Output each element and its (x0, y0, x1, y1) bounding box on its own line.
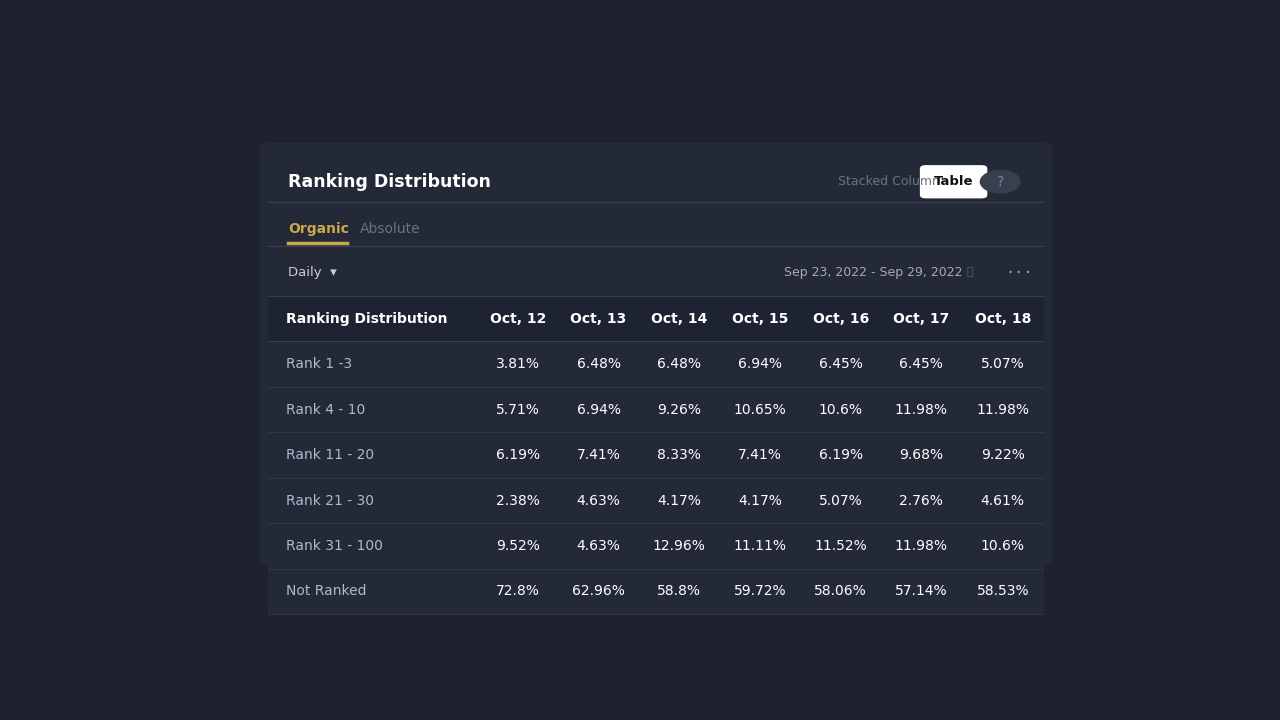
Text: 10.6%: 10.6% (980, 539, 1025, 553)
Text: 6.94%: 6.94% (576, 402, 621, 417)
Text: 9.26%: 9.26% (657, 402, 701, 417)
Text: Daily  ▾: Daily ▾ (288, 266, 337, 279)
Text: 62.96%: 62.96% (572, 585, 625, 598)
Text: 5.71%: 5.71% (495, 402, 540, 417)
Text: 6.48%: 6.48% (576, 357, 621, 371)
Text: 7.41%: 7.41% (577, 448, 621, 462)
Text: 12.96%: 12.96% (653, 539, 705, 553)
Text: 9.52%: 9.52% (495, 539, 540, 553)
Text: Table: Table (934, 175, 973, 188)
Text: 58.53%: 58.53% (977, 585, 1029, 598)
Text: 10.6%: 10.6% (819, 402, 863, 417)
Text: 57.14%: 57.14% (895, 585, 947, 598)
Text: Stacked Column: Stacked Column (837, 175, 940, 188)
Text: Ranking Distribution: Ranking Distribution (288, 173, 490, 191)
FancyBboxPatch shape (260, 143, 1052, 565)
Text: Absolute: Absolute (361, 222, 421, 236)
Text: Oct, 14: Oct, 14 (652, 312, 708, 325)
Text: Oct, 18: Oct, 18 (974, 312, 1030, 325)
Bar (268, 387, 1044, 432)
Text: Rank 11 - 20: Rank 11 - 20 (285, 448, 374, 462)
Text: 11.52%: 11.52% (814, 539, 867, 553)
Text: ?: ? (997, 175, 1004, 189)
Text: 4.63%: 4.63% (577, 539, 621, 553)
Text: Oct, 12: Oct, 12 (490, 312, 547, 325)
Text: 6.19%: 6.19% (495, 448, 540, 462)
Text: 3.81%: 3.81% (495, 357, 540, 371)
Text: Rank 21 - 30: Rank 21 - 30 (285, 493, 374, 508)
Text: 5.07%: 5.07% (980, 357, 1024, 371)
Text: Rank 1 -3: Rank 1 -3 (285, 357, 352, 371)
Text: Rank 4 - 10: Rank 4 - 10 (285, 402, 365, 417)
Text: 6.94%: 6.94% (739, 357, 782, 371)
Text: 4.61%: 4.61% (980, 493, 1025, 508)
Text: Not Ranked: Not Ranked (285, 585, 366, 598)
Text: 2.76%: 2.76% (900, 493, 943, 508)
Text: Oct, 16: Oct, 16 (813, 312, 869, 325)
Text: ···: ··· (1005, 265, 1033, 279)
Text: 4.63%: 4.63% (577, 493, 621, 508)
Text: Rank 31 - 100: Rank 31 - 100 (285, 539, 383, 553)
Text: 4.17%: 4.17% (658, 493, 701, 508)
Bar (268, 432, 1044, 478)
Text: 11.11%: 11.11% (733, 539, 786, 553)
Text: Ranking Distribution: Ranking Distribution (285, 312, 448, 325)
Text: Oct, 13: Oct, 13 (571, 312, 627, 325)
Text: 9.68%: 9.68% (900, 448, 943, 462)
Circle shape (980, 171, 1020, 193)
Text: ⬜: ⬜ (966, 267, 973, 277)
Text: 11.98%: 11.98% (895, 402, 947, 417)
Text: 9.22%: 9.22% (980, 448, 1025, 462)
Bar (268, 341, 1044, 387)
Text: 8.33%: 8.33% (658, 448, 701, 462)
Text: 58.8%: 58.8% (657, 585, 701, 598)
Text: 59.72%: 59.72% (733, 585, 786, 598)
Bar (268, 296, 1044, 341)
Text: 6.19%: 6.19% (819, 448, 863, 462)
Text: 4.17%: 4.17% (739, 493, 782, 508)
Bar (268, 523, 1044, 569)
Bar (268, 478, 1044, 523)
Text: 10.65%: 10.65% (733, 402, 786, 417)
FancyBboxPatch shape (920, 165, 987, 199)
Text: Oct, 17: Oct, 17 (893, 312, 950, 325)
Text: 58.06%: 58.06% (814, 585, 867, 598)
Text: 2.38%: 2.38% (495, 493, 540, 508)
Text: Organic: Organic (288, 222, 349, 236)
Text: 6.45%: 6.45% (819, 357, 863, 371)
Text: Sep 23, 2022 - Sep 29, 2022: Sep 23, 2022 - Sep 29, 2022 (785, 266, 963, 279)
Text: Oct, 15: Oct, 15 (732, 312, 788, 325)
Bar (268, 569, 1044, 614)
Text: 6.48%: 6.48% (657, 357, 701, 371)
Text: 72.8%: 72.8% (495, 585, 540, 598)
Text: 11.98%: 11.98% (977, 402, 1029, 417)
Text: 7.41%: 7.41% (739, 448, 782, 462)
Text: 5.07%: 5.07% (819, 493, 863, 508)
Text: 11.98%: 11.98% (895, 539, 947, 553)
Text: 6.45%: 6.45% (900, 357, 943, 371)
